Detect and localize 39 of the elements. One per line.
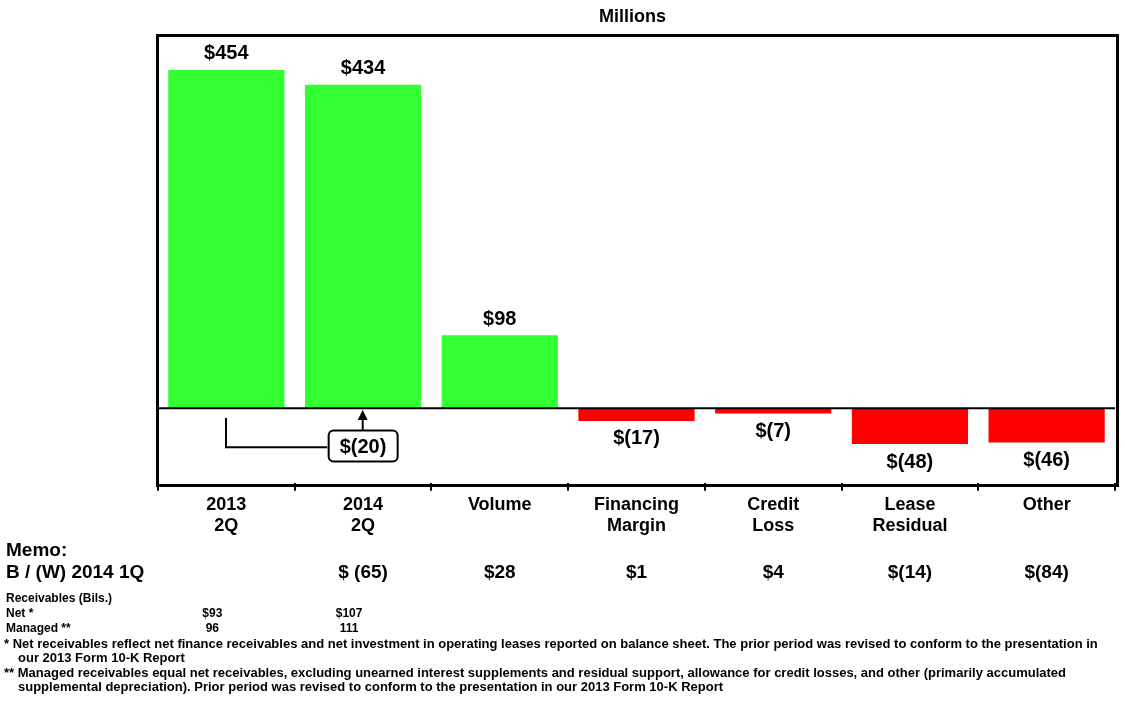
annotation: $(20) xyxy=(327,429,399,463)
data-label: $(46) xyxy=(1023,448,1070,471)
text: 96 xyxy=(205,621,220,636)
data-label: $(17) xyxy=(613,426,660,449)
text: $ (65) xyxy=(338,561,388,583)
x-tick-label: 2014 2Q xyxy=(343,493,384,536)
data-label: $(48) xyxy=(886,449,934,472)
text: 111 xyxy=(339,621,359,636)
x-tick-label: 2013 2Q xyxy=(206,493,247,536)
text: $1 xyxy=(625,561,648,583)
data-label: $434 xyxy=(340,56,387,79)
text: $(14) xyxy=(887,561,933,583)
text: $(84) xyxy=(1024,561,1069,583)
text: $4 xyxy=(762,561,784,583)
text: * Net receivables reflect net finance receivables and net investment in operating leases reported on balance sheet. The prior period was revised to conform to the presentation in our 2013 Form 10-K Report xyxy=(3,636,1099,666)
data-label: $(7) xyxy=(755,419,791,441)
x-tick-label: Volume xyxy=(467,493,532,514)
text: Memo: xyxy=(5,539,69,562)
text: Receivables (Bils.) xyxy=(5,591,114,607)
bar xyxy=(851,408,969,445)
x-tick-label: Financing Margin xyxy=(594,493,679,536)
text: $28 xyxy=(483,561,516,583)
text: B / (W) 2014 1Q xyxy=(6,561,145,582)
bar xyxy=(441,335,558,409)
text: ** Managed receivables equal net receivables, excluding unearned interest supplements and residual support, allowance for credit losses, and other (primarily accumulated supplemental depreciation). Prior period was revised to conform to the presentation in our 2013 Form 10-K Report xyxy=(3,664,1067,695)
text: $107 xyxy=(335,606,363,621)
text: Net * xyxy=(6,606,34,620)
chart-title: Millions xyxy=(599,5,666,26)
bar xyxy=(168,69,285,409)
text: $93 xyxy=(202,606,223,621)
bar xyxy=(988,408,1105,443)
text: Managed ** xyxy=(6,621,71,635)
x-tick-label: Other xyxy=(1022,493,1071,514)
data-label: $454 xyxy=(204,41,250,64)
x-tick-label: Lease Residual xyxy=(872,493,948,536)
data-label: $98 xyxy=(483,306,517,329)
x-tick-label: Credit Loss xyxy=(747,493,800,536)
bar xyxy=(304,84,422,409)
bar xyxy=(578,408,695,421)
